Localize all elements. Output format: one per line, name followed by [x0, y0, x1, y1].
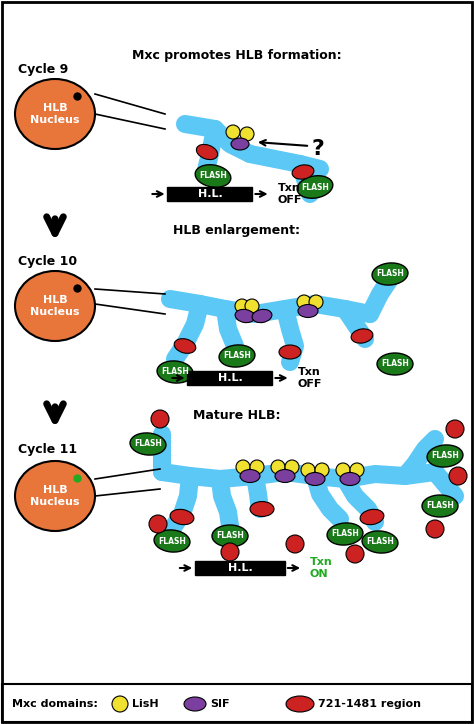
Text: HLB
Nucleus: HLB Nucleus: [30, 485, 80, 508]
Ellipse shape: [151, 410, 169, 428]
Ellipse shape: [449, 467, 467, 485]
Circle shape: [336, 463, 350, 477]
Circle shape: [297, 295, 311, 309]
Ellipse shape: [422, 495, 458, 517]
Text: FLASH: FLASH: [366, 537, 394, 547]
Text: HLB
Nucleus: HLB Nucleus: [30, 295, 80, 317]
Ellipse shape: [15, 461, 95, 531]
Text: FLASH: FLASH: [426, 502, 454, 510]
Circle shape: [235, 299, 249, 313]
Circle shape: [301, 463, 315, 477]
Circle shape: [250, 460, 264, 474]
Ellipse shape: [221, 543, 239, 561]
Ellipse shape: [195, 165, 231, 188]
Text: FLASH: FLASH: [134, 439, 162, 448]
Ellipse shape: [297, 176, 333, 198]
Ellipse shape: [286, 535, 304, 553]
Circle shape: [240, 127, 254, 141]
Circle shape: [309, 295, 323, 309]
Ellipse shape: [219, 345, 255, 367]
Ellipse shape: [252, 309, 272, 323]
Ellipse shape: [212, 525, 248, 547]
Text: Cycle 9: Cycle 9: [18, 62, 68, 75]
Text: SIF: SIF: [210, 699, 229, 709]
Ellipse shape: [170, 509, 194, 525]
Text: HLB
Nucleus: HLB Nucleus: [30, 103, 80, 125]
Ellipse shape: [351, 329, 373, 343]
Circle shape: [245, 299, 259, 313]
Circle shape: [112, 696, 128, 712]
Text: Cycle 10: Cycle 10: [18, 256, 77, 269]
Ellipse shape: [360, 509, 384, 525]
Ellipse shape: [196, 144, 218, 159]
Text: FLASH: FLASH: [376, 269, 404, 279]
Ellipse shape: [157, 361, 193, 383]
FancyBboxPatch shape: [195, 561, 285, 575]
Ellipse shape: [240, 469, 260, 482]
Text: ?: ?: [311, 139, 324, 159]
Ellipse shape: [298, 305, 318, 318]
Text: FLASH: FLASH: [158, 536, 186, 545]
Ellipse shape: [362, 531, 398, 553]
Text: FLASH: FLASH: [331, 529, 359, 539]
Ellipse shape: [327, 523, 363, 545]
Text: Mxc promotes HLB formation:: Mxc promotes HLB formation:: [132, 49, 342, 62]
Text: Cycle 11: Cycle 11: [18, 442, 77, 455]
Ellipse shape: [154, 530, 190, 552]
Ellipse shape: [149, 515, 167, 533]
Text: Txn
ON: Txn ON: [310, 557, 333, 578]
Circle shape: [226, 125, 240, 139]
Text: FLASH: FLASH: [223, 351, 251, 361]
Ellipse shape: [292, 165, 314, 179]
Ellipse shape: [427, 445, 463, 467]
Ellipse shape: [346, 545, 364, 563]
Bar: [2, 684, 472, 722]
Ellipse shape: [305, 473, 325, 486]
Ellipse shape: [340, 473, 360, 486]
Text: FLASH: FLASH: [301, 182, 329, 192]
Text: Mature HLB:: Mature HLB:: [193, 409, 281, 422]
Text: FLASH: FLASH: [381, 360, 409, 369]
Circle shape: [350, 463, 364, 477]
Ellipse shape: [279, 345, 301, 359]
Ellipse shape: [231, 138, 249, 150]
Ellipse shape: [235, 309, 255, 323]
Text: H.L.: H.L.: [228, 563, 252, 573]
Text: Txn
OFF: Txn OFF: [298, 367, 322, 389]
Ellipse shape: [286, 696, 314, 712]
Ellipse shape: [15, 79, 95, 149]
Text: H.L.: H.L.: [198, 189, 222, 199]
Ellipse shape: [130, 433, 166, 455]
Ellipse shape: [426, 520, 444, 538]
FancyBboxPatch shape: [167, 187, 253, 201]
Text: FLASH: FLASH: [431, 452, 459, 460]
Circle shape: [285, 460, 299, 474]
Circle shape: [271, 460, 285, 474]
Ellipse shape: [275, 469, 295, 482]
Text: LisH: LisH: [132, 699, 159, 709]
Text: 721-1481 region: 721-1481 region: [318, 699, 421, 709]
Circle shape: [236, 460, 250, 474]
Text: HLB enlargement:: HLB enlargement:: [173, 224, 301, 237]
Ellipse shape: [446, 420, 464, 438]
Text: FLASH: FLASH: [199, 172, 227, 180]
Ellipse shape: [15, 271, 95, 341]
Text: FLASH: FLASH: [216, 531, 244, 541]
Text: Txn
OFF: Txn OFF: [277, 183, 302, 205]
Ellipse shape: [184, 697, 206, 711]
Ellipse shape: [372, 263, 408, 285]
Ellipse shape: [174, 339, 196, 353]
Text: Mxc domains:: Mxc domains:: [12, 699, 98, 709]
FancyBboxPatch shape: [188, 371, 273, 385]
Text: FLASH: FLASH: [161, 368, 189, 376]
Ellipse shape: [377, 353, 413, 375]
Circle shape: [315, 463, 329, 477]
Text: H.L.: H.L.: [218, 373, 242, 383]
Ellipse shape: [250, 502, 274, 516]
